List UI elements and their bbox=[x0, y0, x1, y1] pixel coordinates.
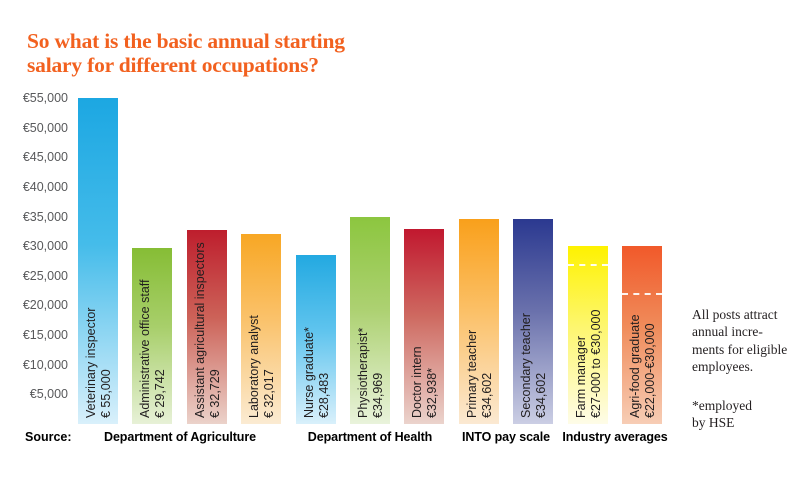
y-tick-label: €30,000 bbox=[22, 239, 68, 254]
group-label-into-pay-scale: INTO pay scale bbox=[462, 430, 550, 444]
bar-label: Administrative office staff € 29,742 bbox=[138, 88, 167, 419]
bar-salary: €22,000-€30,000 bbox=[642, 323, 657, 418]
group-label-department-of-health: Department of Health bbox=[307, 430, 433, 444]
bar-physiotherapist: Physiotherapist* €34,969 bbox=[350, 217, 390, 424]
y-tick-label: €35,000 bbox=[22, 209, 68, 224]
bar-occupation: Veterinary inspector bbox=[84, 307, 98, 418]
y-tick-label: €50,000 bbox=[22, 120, 68, 135]
bar-salary: €34,969 bbox=[370, 372, 385, 418]
bar-farm-manager: Farm manager €27-000 to €30,000 bbox=[568, 246, 608, 424]
bar-label: Laboratory analyst € 32,017 bbox=[247, 88, 276, 418]
bar-occupation: Nurse graduate* bbox=[302, 326, 316, 418]
bar-label: Secondary teacher €34,602 bbox=[519, 88, 548, 418]
bar-salary: € 55,000 bbox=[98, 369, 113, 418]
bar-agri-food-graduate: Agri-food graduate €22,000-€30,000 bbox=[622, 246, 662, 424]
bar-label: Primary teacher €34,602 bbox=[465, 88, 494, 418]
bar-label: Doctor intern €32,938* bbox=[410, 88, 439, 418]
y-tick-label: €20,000 bbox=[22, 298, 68, 313]
y-tick-label: €15,000 bbox=[22, 328, 68, 343]
bar-occupation: Assistant agricultural inspectors bbox=[193, 242, 207, 418]
note-hse-footnote: *employed by HSE bbox=[692, 398, 752, 431]
bar-occupation: Laboratory analyst bbox=[247, 315, 261, 418]
y-tick-label: €25,000 bbox=[22, 268, 68, 283]
bar-salary: € 32,729 bbox=[207, 369, 222, 418]
group-label-department-of-agriculture: Department of Agriculture bbox=[104, 430, 256, 444]
bar-occupation: Farm manager bbox=[574, 336, 588, 418]
bar-nurse-graduate: Nurse graduate* €28,483 bbox=[296, 255, 336, 424]
y-tick-label: €10,000 bbox=[22, 357, 68, 372]
y-tick-label: €45,000 bbox=[22, 150, 68, 165]
bar-administrative-office-staff: Administrative office staff € 29,742 bbox=[132, 248, 172, 424]
bar-label: Veterinary inspector € 55,000 bbox=[84, 88, 113, 418]
bar-laboratory-analyst: Laboratory analyst € 32,017 bbox=[241, 234, 281, 424]
bar-occupation: Secondary teacher bbox=[519, 313, 533, 418]
bar-salary: €27-000 to €30,000 bbox=[588, 309, 603, 418]
bar-occupation: Primary teacher bbox=[465, 329, 479, 418]
bar-occupation: Administrative office staff bbox=[138, 279, 152, 419]
group-label-industry-averages: Industry averages bbox=[562, 430, 668, 444]
bar-occupation: Doctor intern bbox=[410, 346, 424, 418]
y-tick-label: €40,000 bbox=[22, 179, 68, 194]
bar-salary: €34,602 bbox=[533, 372, 548, 418]
bar-secondary-teacher: Secondary teacher €34,602 bbox=[513, 219, 553, 424]
note-increments: All posts attract annual incre- ments fo… bbox=[692, 307, 788, 374]
bar-label: Assistant agricultural inspectors € 32,72… bbox=[193, 88, 222, 418]
bar-assistant-agricultural-inspectors: Assistant agricultural inspectors € 32,72… bbox=[187, 230, 227, 424]
bar-label: Agri-food graduate €22,000-€30,000 bbox=[628, 88, 657, 418]
salary-range-dashed-line bbox=[568, 264, 608, 266]
bar-salary: €28,483 bbox=[316, 372, 331, 418]
bar-salary: € 29,742 bbox=[152, 369, 167, 418]
bar-occupation: Agri-food graduate bbox=[628, 314, 642, 418]
bar-primary-teacher: Primary teacher €34,602 bbox=[459, 219, 499, 424]
y-tick-label: €5,000 bbox=[29, 387, 68, 402]
bar-occupation: Physiotherapist* bbox=[356, 327, 370, 418]
bar-salary: € 32,017 bbox=[261, 369, 276, 418]
bar-label: Nurse graduate* €28,483 bbox=[302, 88, 331, 418]
bar-doctor-intern: Doctor intern €32,938* bbox=[404, 229, 444, 424]
bar-label: Farm manager €27-000 to €30,000 bbox=[574, 88, 603, 418]
y-tick-label: €55,000 bbox=[22, 91, 68, 105]
salary-range-dashed-line bbox=[622, 293, 662, 295]
bar-salary: €32,938* bbox=[424, 367, 439, 418]
chart-title: So what is the basic annual starting sal… bbox=[27, 29, 345, 77]
bar-salary: €34,602 bbox=[479, 372, 494, 418]
bar-label: Physiotherapist* €34,969 bbox=[356, 88, 385, 418]
bar-veterinary-inspector: Veterinary inspector € 55,000 bbox=[78, 98, 118, 424]
source-label: Source: bbox=[25, 430, 72, 444]
